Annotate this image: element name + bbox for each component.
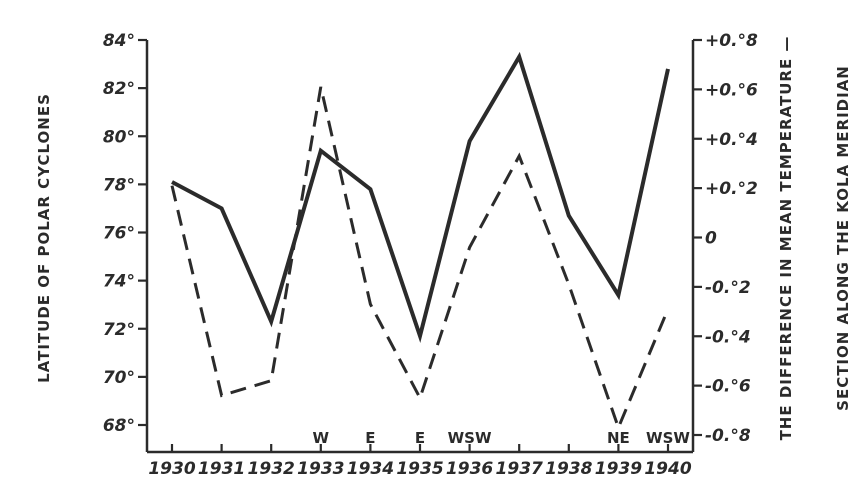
right-tick-label: -0.°6 [705, 377, 751, 397]
x-ticks: 1930 1931 1932 1933 1934 1935 1936 1937 1938 1939… [148, 444, 692, 479]
left-tick-label: 70° [103, 368, 135, 388]
left-tick-label: 82° [103, 79, 135, 99]
x-tick-label: 1934 [347, 459, 394, 479]
wind-label: W [313, 429, 330, 447]
right-tick-label: +0.°8 [705, 31, 758, 51]
wind-label: E [415, 429, 425, 447]
right-y-axis-title-line2: SECTION ALONG THE KOLA MERIDIAN [834, 65, 852, 411]
right-tick-label: +0.°4 [705, 130, 758, 150]
right-tick-label: +0.°6 [705, 80, 758, 100]
x-tick-label: 1939 [595, 459, 642, 479]
right-tick-label: +0.°2 [705, 179, 758, 199]
wind-annotations: W E E WSW NE WSW [313, 429, 691, 447]
left-tick-label: 72° [103, 320, 135, 340]
right-y-axis-title-line1: THE DIFFERENCE IN MEAN TEMPERATURE — [777, 36, 795, 441]
x-tick-label: 1937 [496, 459, 543, 479]
left-tick-label: 80° [103, 127, 135, 147]
x-tick-label: 1933 [297, 459, 344, 479]
wind-label: E [365, 429, 375, 447]
left-y-ticks: 84° 82° 80° 78° 76° 74° 72° 70° 68° [103, 31, 147, 436]
x-tick-label: 1932 [248, 459, 295, 479]
right-tick-label: -0.°2 [705, 278, 751, 298]
right-y-ticks: +0.°8 +0.°6 +0.°4 +0.°2 0 -0.°2 -0.°4 -0.°6 -0.°… [693, 31, 758, 446]
temperature-series-line [170, 86, 670, 432]
left-tick-label: 68° [103, 416, 135, 436]
plot-frame [145, 40, 695, 454]
right-tick-label: -0.°4 [705, 327, 751, 347]
series-layer [170, 51, 670, 432]
left-tick-label: 84° [103, 31, 135, 51]
right-tick-label: -0.°8 [705, 426, 751, 446]
wind-label: WSW [646, 429, 690, 447]
latitude-series-line [171, 51, 670, 344]
right-tick-label: 0 [705, 229, 717, 249]
left-y-axis-title: LATITUDE OF POLAR CYCLONES [35, 93, 53, 383]
x-tick-label: 1940 [644, 459, 691, 479]
left-tick-label: 74° [103, 272, 135, 292]
wind-label: WSW [448, 429, 492, 447]
x-tick-label: 1938 [545, 459, 592, 479]
wind-label: NE [607, 429, 630, 447]
left-tick-label: 78° [103, 175, 135, 195]
x-tick-label: 1930 [148, 459, 195, 479]
x-tick-label: 1931 [198, 459, 245, 479]
x-tick-label: 1936 [446, 459, 493, 479]
left-tick-label: 76° [103, 224, 135, 244]
x-tick-label: 1935 [396, 459, 443, 479]
